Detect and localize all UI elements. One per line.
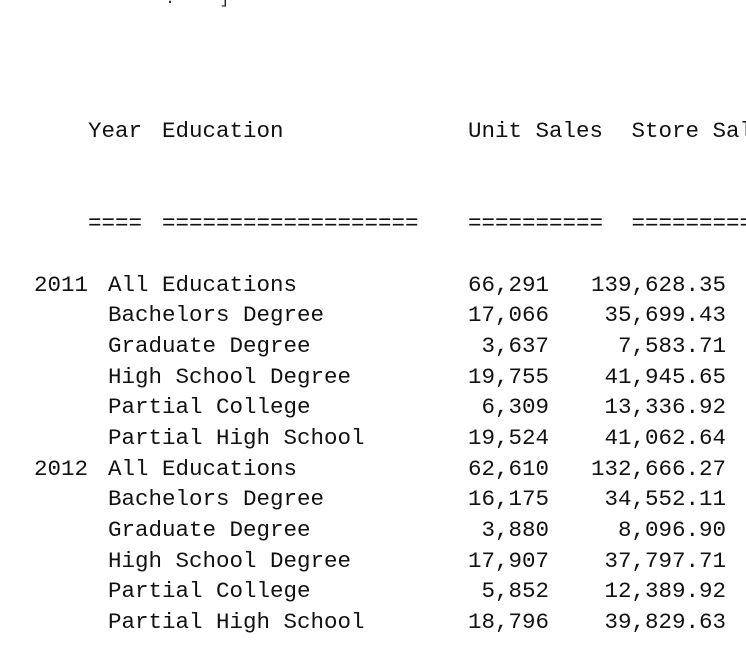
row-store-sales: 37,797.71 (604, 547, 726, 574)
header-row: Year Education Unit Sales Store Sales (34, 85, 746, 144)
row-store-sales: 132,666.27 (590, 455, 726, 482)
table-row: Graduate Degree 3,880 8,096.90 (34, 515, 746, 546)
row-unit-sales: 6,309 (481, 394, 549, 421)
separator-store-sales: =========== (631, 210, 746, 237)
table-row: High School Degree 17,907 37,797.71 (34, 546, 746, 577)
row-store-sales: 13,336.92 (604, 394, 726, 421)
row-store-sales: 35,699.43 (604, 302, 726, 329)
row-unit-sales: 18,796 (467, 609, 549, 636)
header-unit-sales: Unit Sales (467, 118, 604, 145)
row-education: Partial High School (108, 425, 365, 452)
separator-unit-sales: ========== (467, 210, 604, 237)
header-store-sales: Store Sales (631, 118, 746, 145)
row-unit-sales: 62,610 (467, 455, 549, 482)
separator-year: ==== (88, 210, 143, 237)
row-unit-sales: 19,524 (467, 425, 549, 452)
row-unit-sales: 16,175 (467, 486, 549, 513)
row-education: Graduate Degree (108, 332, 311, 359)
row-unit-sales: 17,907 (467, 547, 549, 574)
table-row: Bachelors Degree 17,066 35,699.43 (34, 300, 746, 331)
table-row: Partial College 6,309 13,336.92 (34, 392, 746, 423)
row-store-sales: 139,628.35 (590, 271, 726, 298)
clipped-top-text: ' : ' ] (138, 0, 233, 7)
separator-education: =================== (162, 210, 419, 237)
row-education: All Educations (108, 271, 298, 298)
row-unit-sales: 17,066 (467, 302, 549, 329)
table-row: Graduate Degree 3,637 7,583.71 (34, 331, 746, 362)
table-row: Partial High School 18,796 39,829.63 (34, 607, 746, 638)
row-store-sales: 8,096.90 (617, 517, 726, 544)
row-education: Partial High School (108, 609, 365, 636)
row-unit-sales: 3,880 (481, 517, 549, 544)
row-unit-sales: 3,637 (481, 332, 549, 359)
row-store-sales: 41,945.65 (604, 363, 726, 390)
table-row: Partial College 5,852 12,389.92 (34, 576, 746, 607)
data-rows: 2011 All Educations 66,291 139,628.35 Bachel… (34, 270, 746, 638)
row-education: All Educations (108, 455, 298, 482)
table-row: Partial High School 19,524 41,062.64 (34, 423, 746, 454)
row-unit-sales: 5,852 (481, 578, 549, 605)
row-store-sales: 41,062.64 (604, 425, 726, 452)
row-education: Bachelors Degree (108, 486, 325, 513)
row-year: 2011 (34, 271, 89, 298)
row-education: Partial College (108, 394, 311, 421)
row-education: Graduate Degree (108, 517, 311, 544)
row-store-sales: 34,552.11 (604, 486, 726, 513)
row-education: High School Degree (108, 363, 352, 390)
row-store-sales: 12,389.92 (604, 578, 726, 605)
row-education: Partial College (108, 578, 311, 605)
row-unit-sales: 19,755 (467, 363, 549, 390)
table-row: 2012 All Educations 62,610 132,666.27 (34, 454, 746, 485)
row-store-sales: 39,829.63 (604, 609, 726, 636)
separator-row: ==== =================== ========== =======… (34, 178, 746, 236)
table-row: Bachelors Degree 16,175 34,552.11 (34, 484, 746, 515)
header-education: Education (162, 118, 284, 145)
row-year: 2012 (34, 455, 89, 482)
row-education: Bachelors Degree (108, 302, 325, 329)
row-education: High School Degree (108, 547, 352, 574)
row-unit-sales: 66,291 (467, 271, 549, 298)
row-store-sales: 7,583.71 (617, 332, 726, 359)
header-year: Year (88, 118, 143, 145)
table-row: 2011 All Educations 66,291 139,628.35 (34, 270, 746, 301)
table-row: High School Degree 19,755 41,945.65 (34, 362, 746, 393)
